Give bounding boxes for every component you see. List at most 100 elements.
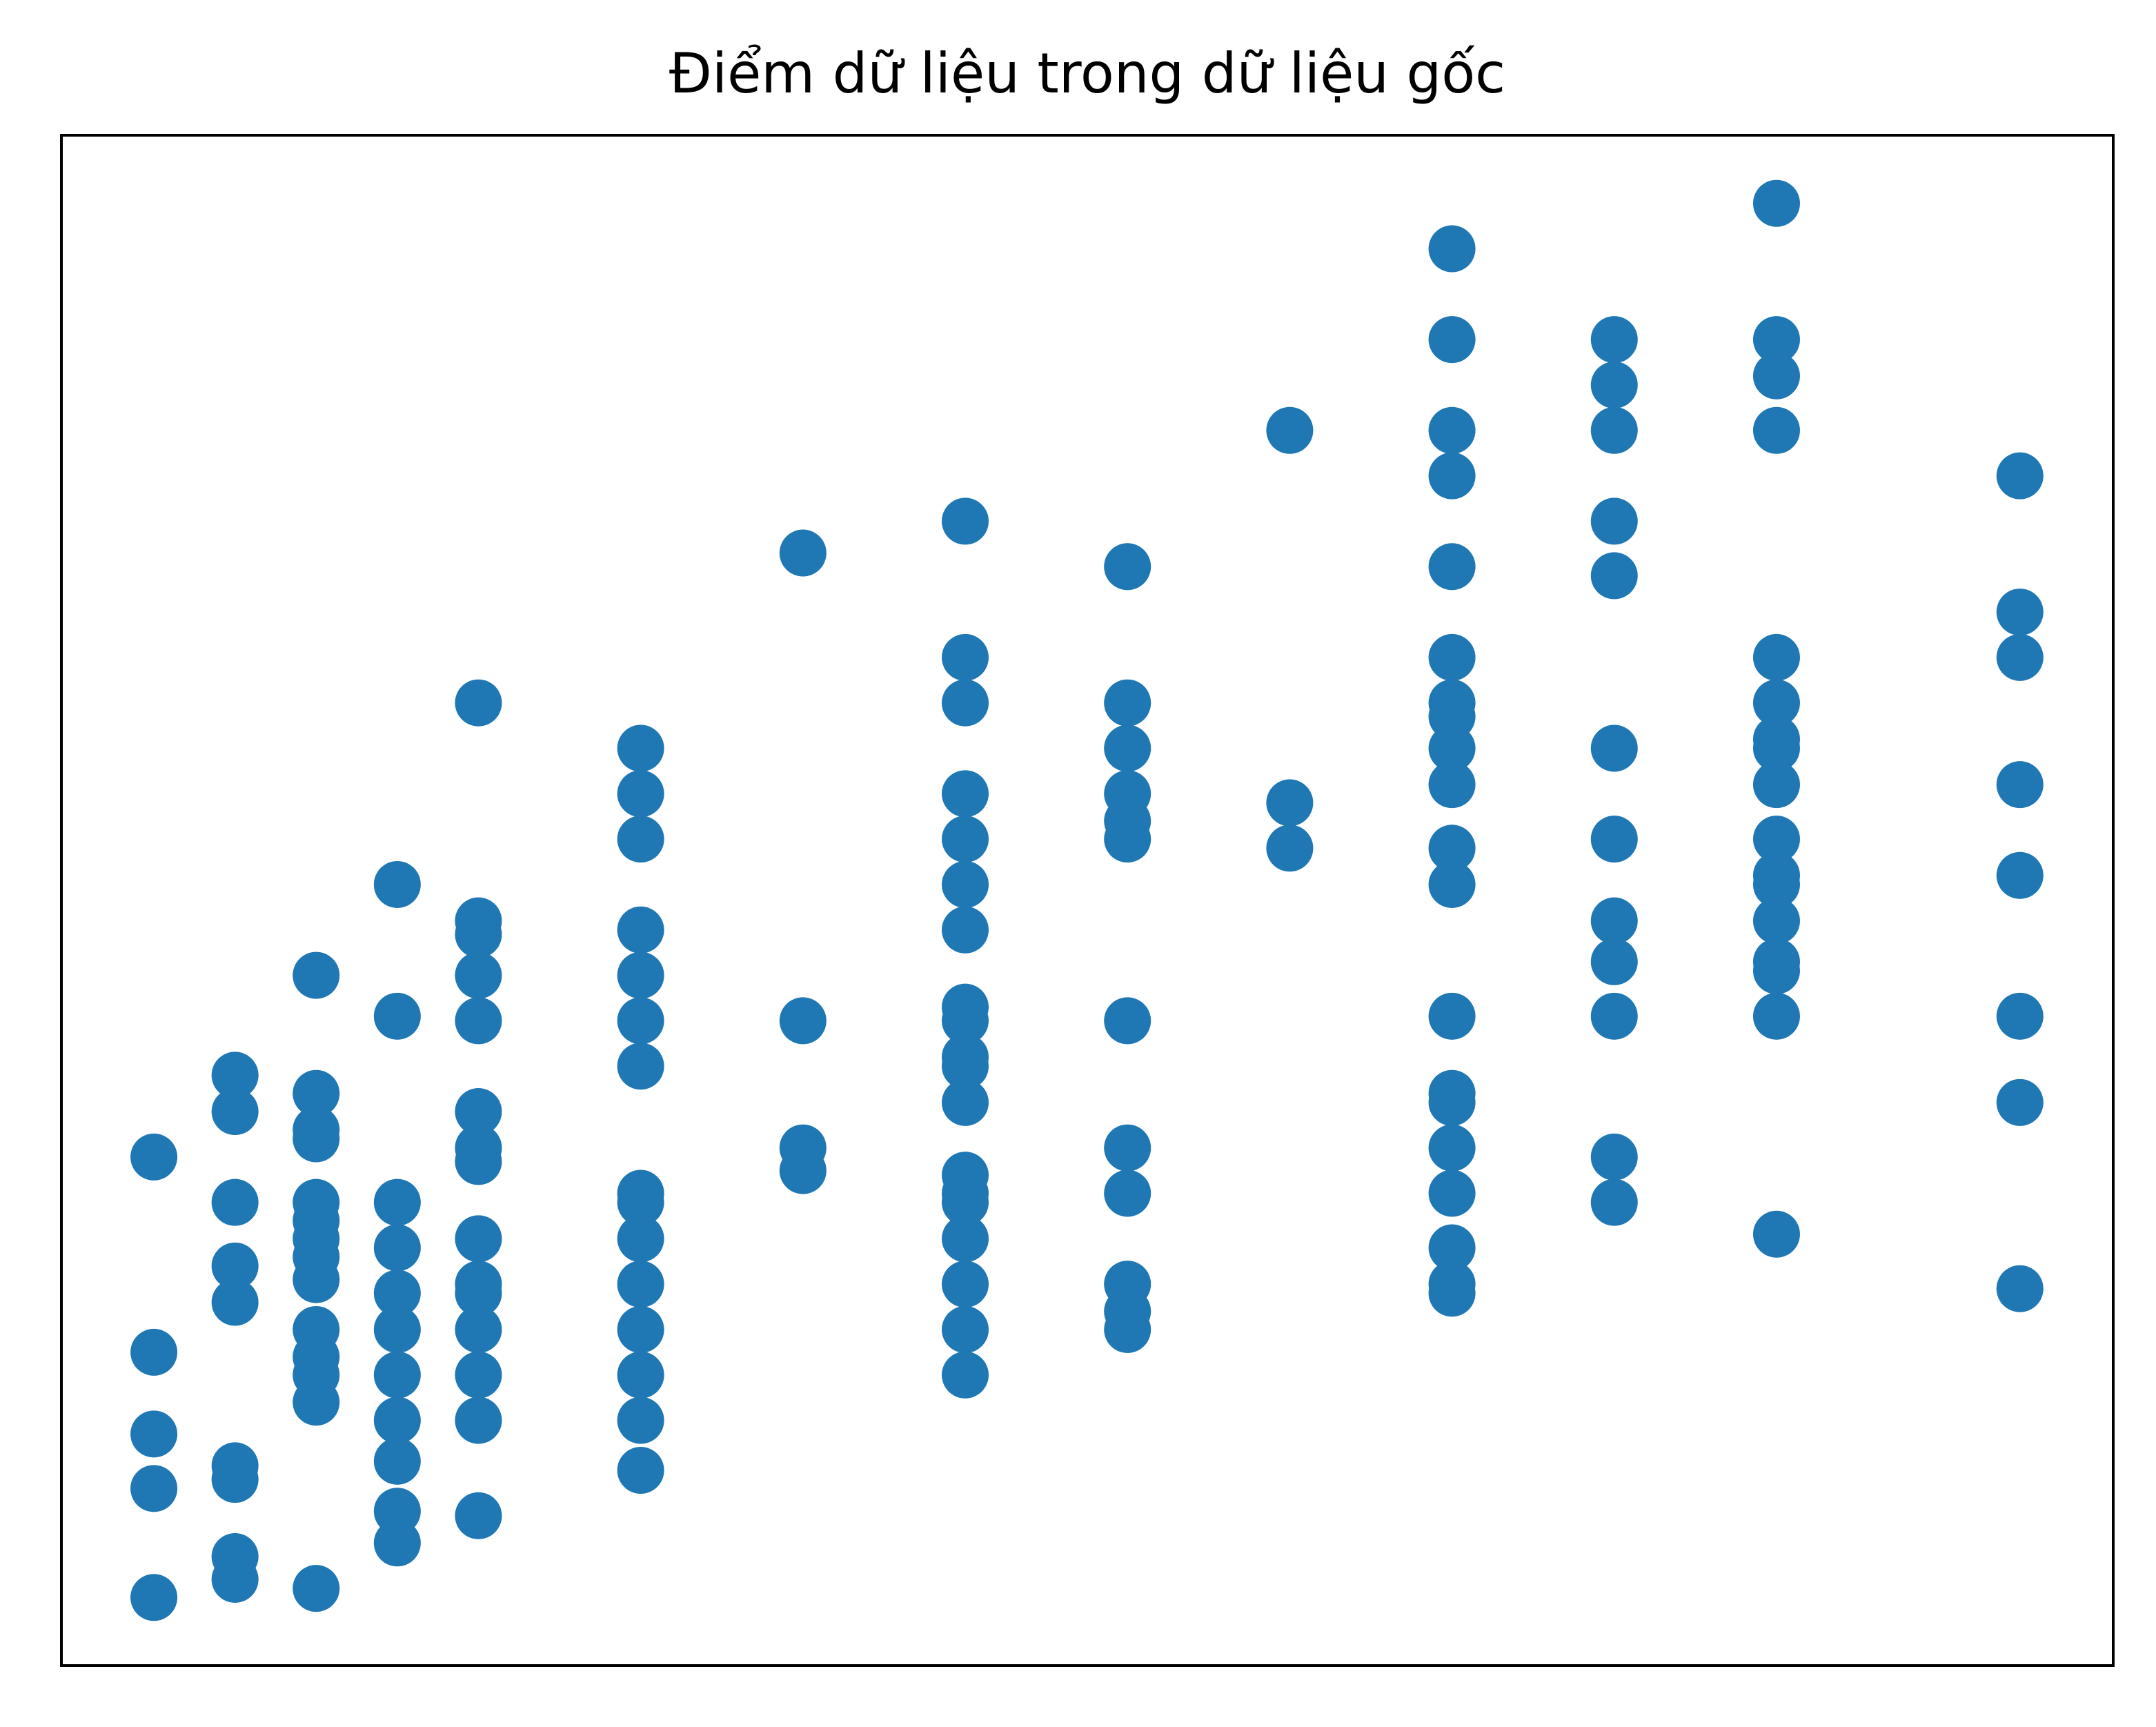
point [1752, 633, 1800, 681]
point [1428, 225, 1476, 273]
point [373, 1178, 421, 1226]
point [130, 1574, 178, 1621]
point [373, 1519, 421, 1567]
point [1752, 992, 1800, 1040]
point [1428, 724, 1476, 772]
point [1590, 552, 1638, 600]
point [1752, 179, 1800, 227]
point [293, 1115, 340, 1163]
point [1428, 825, 1476, 872]
point [373, 1224, 421, 1272]
point [617, 1043, 664, 1090]
point [211, 1088, 259, 1136]
point [1752, 816, 1800, 863]
point [1752, 761, 1800, 809]
point [1752, 897, 1800, 945]
point [455, 1270, 502, 1317]
point [779, 997, 827, 1045]
point [1996, 1265, 2044, 1312]
point [373, 1437, 421, 1485]
point [373, 1305, 421, 1353]
point [1996, 633, 2044, 681]
point [211, 1279, 259, 1326]
point [942, 816, 989, 863]
point [1590, 1178, 1638, 1226]
point [130, 1465, 178, 1512]
point [1266, 406, 1314, 454]
point [455, 1351, 502, 1399]
point [293, 1565, 340, 1612]
point [1752, 947, 1800, 995]
point [130, 1133, 178, 1181]
point [373, 860, 421, 908]
point [293, 1069, 340, 1117]
point [1104, 679, 1151, 727]
point [1996, 761, 2044, 809]
point [293, 1256, 340, 1303]
point [1996, 851, 2044, 899]
point [1590, 816, 1638, 863]
point [779, 529, 827, 577]
point [1428, 992, 1476, 1040]
point [617, 1215, 664, 1263]
point [617, 724, 664, 772]
point [1752, 679, 1800, 727]
point [1996, 1078, 2044, 1126]
point [779, 1147, 827, 1194]
point [942, 860, 989, 908]
point [942, 1215, 989, 1263]
point [1104, 997, 1151, 1045]
point [455, 911, 502, 958]
point [1104, 1170, 1151, 1217]
point [1104, 724, 1151, 772]
point [1428, 761, 1476, 809]
point [942, 1178, 989, 1226]
point [455, 997, 502, 1045]
point [211, 1242, 259, 1290]
point [617, 997, 664, 1045]
point [455, 951, 502, 999]
point [942, 497, 989, 545]
point [1428, 452, 1476, 500]
point [1428, 1270, 1476, 1317]
point [617, 770, 664, 818]
chart-title: Điểm dữ liệu trong dữ liệu gốc [669, 41, 1505, 106]
point [617, 1446, 664, 1494]
point [293, 951, 340, 999]
point [617, 816, 664, 863]
point [211, 1456, 259, 1503]
point [130, 1328, 178, 1376]
point [942, 1261, 989, 1308]
point [1104, 816, 1151, 863]
point [211, 1178, 259, 1226]
point [1104, 1124, 1151, 1172]
point [617, 1178, 664, 1226]
point [1752, 860, 1800, 908]
point [455, 1492, 502, 1539]
point [1752, 316, 1800, 364]
point [1266, 825, 1314, 872]
point [1752, 724, 1800, 772]
point [617, 1305, 664, 1353]
point [373, 1397, 421, 1444]
point [1428, 1124, 1476, 1172]
point [942, 633, 989, 681]
point [1996, 452, 2044, 500]
plot-frame [60, 134, 2115, 1667]
point [455, 1215, 502, 1263]
point [373, 1270, 421, 1317]
point [1428, 860, 1476, 908]
point [1590, 724, 1638, 772]
point [455, 679, 502, 727]
point [1428, 316, 1476, 364]
point [455, 1397, 502, 1444]
point [1590, 1133, 1638, 1181]
point [293, 1379, 340, 1426]
point [942, 1305, 989, 1353]
point [1428, 633, 1476, 681]
point [1266, 779, 1314, 827]
point [1590, 938, 1638, 985]
point [1996, 589, 2044, 636]
